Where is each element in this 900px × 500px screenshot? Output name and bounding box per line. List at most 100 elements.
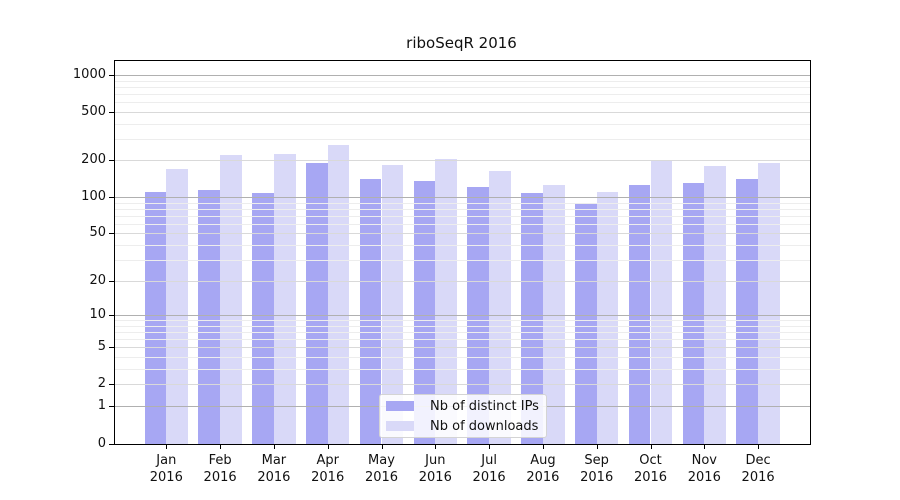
x-tick-mark-jan (166, 444, 168, 449)
bar-ips-feb (198, 190, 221, 444)
y-tick-label-500: 500 (81, 103, 106, 119)
gridline-300 (115, 138, 810, 140)
x-tick-mark-nov (704, 444, 706, 449)
gridline-40 (115, 245, 810, 246)
gridline-60 (115, 223, 810, 225)
legend-swatch-ips (386, 401, 414, 411)
x-tick-label-jan: Jan 2016 (149, 453, 183, 485)
x-tick-mark-mar (273, 444, 275, 449)
y-tick-mark-200 (109, 160, 114, 162)
gridline-20 (115, 280, 810, 282)
y-tick-label-1: 1 (97, 397, 106, 413)
x-tick-mark-feb (220, 444, 222, 449)
gridline-8 (115, 325, 810, 327)
y-tick-mark-20 (109, 280, 114, 282)
x-tick-label-mar: Mar 2016 (257, 453, 291, 485)
x-tick-label-dec: Dec 2016 (741, 453, 775, 485)
chart-title: riboSeqR 2016 (406, 34, 517, 52)
legend-label-downloads: Nb of downloads (430, 418, 539, 434)
gridline-7 (115, 331, 810, 333)
gridline-6 (115, 339, 810, 340)
bar-downloads-apr (327, 144, 350, 444)
bar-ips-oct (628, 184, 651, 444)
x-tick-label-feb: Feb 2016 (203, 453, 237, 485)
bar-ips-aug (521, 193, 543, 444)
bar-downloads-mar (273, 153, 296, 444)
x-tick-mark-may (381, 444, 383, 449)
gridline-50 (115, 233, 810, 235)
y-tick-label-5: 5 (97, 339, 106, 355)
y-tick-mark-100 (109, 197, 114, 198)
gridline-600 (115, 102, 810, 104)
bar-downloads-jan (166, 168, 188, 444)
legend: Nb of distinct IPs Nb of downloads (379, 394, 547, 438)
bar-ips-dec (736, 178, 759, 444)
gridline-700 (115, 93, 810, 95)
bar-downloads-aug (542, 185, 565, 444)
x-tick-label-jun: Jun 2016 (418, 453, 452, 485)
bar-ips-nov (682, 183, 705, 444)
bar-ips-apr (306, 163, 328, 444)
x-tick-mark-dec (758, 444, 760, 449)
gridline-400 (115, 123, 810, 125)
bar-ips-jun (413, 181, 436, 444)
gridline-5 (115, 347, 810, 349)
gridline-1000 (115, 75, 810, 76)
gridline-500 (115, 111, 810, 113)
y-tick-label-0: 0 (97, 436, 106, 451)
legend-row-downloads: Nb of downloads (386, 416, 546, 436)
x-tick-label-may: May 2016 (364, 453, 399, 485)
x-tick-label-oct: Oct 2016 (633, 453, 668, 485)
x-tick-label-sep: Sep 2016 (580, 453, 614, 485)
gridline-30 (115, 259, 810, 261)
x-tick-label-aug: Aug 2016 (526, 453, 560, 485)
legend-row-ips: Nb of distinct IPs (386, 396, 546, 416)
bar-ips-mar (252, 192, 274, 444)
y-tick-mark-0 (109, 444, 114, 445)
x-tick-mark-aug (542, 444, 544, 449)
bar-downloads-may (381, 165, 404, 444)
gridline-70 (115, 215, 810, 217)
y-tick-mark-5 (109, 347, 114, 349)
gridline-90 (115, 202, 810, 204)
x-tick-label-apr: Apr 2016 (311, 453, 345, 485)
x-tick-mark-jun (435, 444, 437, 449)
bar-ips-sep (575, 203, 597, 444)
y-tick-label-100: 100 (81, 189, 106, 204)
x-tick-mark-jul (489, 444, 491, 449)
gridline-4 (115, 356, 810, 358)
y-tick-label-10: 10 (89, 306, 106, 322)
y-tick-label-20: 20 (89, 272, 106, 288)
gridline-3 (115, 368, 810, 370)
x-tick-mark-apr (327, 444, 329, 449)
gridline-2 (115, 384, 810, 386)
y-tick-mark-1000 (109, 75, 114, 76)
bar-downloads-dec (758, 163, 780, 444)
y-tick-mark-500 (109, 111, 114, 113)
bar-downloads-sep (596, 192, 619, 444)
bar-downloads-jun (435, 159, 457, 444)
bar-downloads-jul (489, 171, 511, 444)
y-tick-mark-1 (109, 405, 114, 407)
y-tick-label-200: 200 (81, 152, 106, 168)
plot-area: 0 1 2 5 10 20 50 100 200 500 1000 Jan 2016 Feb 2016 Mar… (73, 60, 811, 485)
bar-ips-jan (144, 191, 167, 444)
gridline-200 (115, 160, 810, 162)
y-tick-mark-2 (109, 384, 114, 386)
x-tick-label-nov: Nov 2016 (687, 453, 721, 485)
x-tick-label-jul: Jul 2016 (472, 453, 506, 485)
y-tick-mark-10 (109, 314, 114, 316)
y-tick-label-50: 50 (89, 225, 106, 241)
gridline-800 (115, 86, 810, 88)
y-tick-label-2: 2 (97, 376, 106, 392)
bar-downloads-feb (220, 155, 242, 444)
gridline-80 (115, 208, 810, 210)
bar-downloads-nov (704, 166, 726, 444)
bar-ips-may (359, 178, 382, 444)
gridline-900 (115, 80, 810, 82)
gridline-100 (115, 197, 810, 198)
y-tick-label-1000: 1000 (72, 67, 106, 82)
gridline-9 (115, 320, 810, 321)
legend-label-ips: Nb of distinct IPs (430, 398, 539, 414)
